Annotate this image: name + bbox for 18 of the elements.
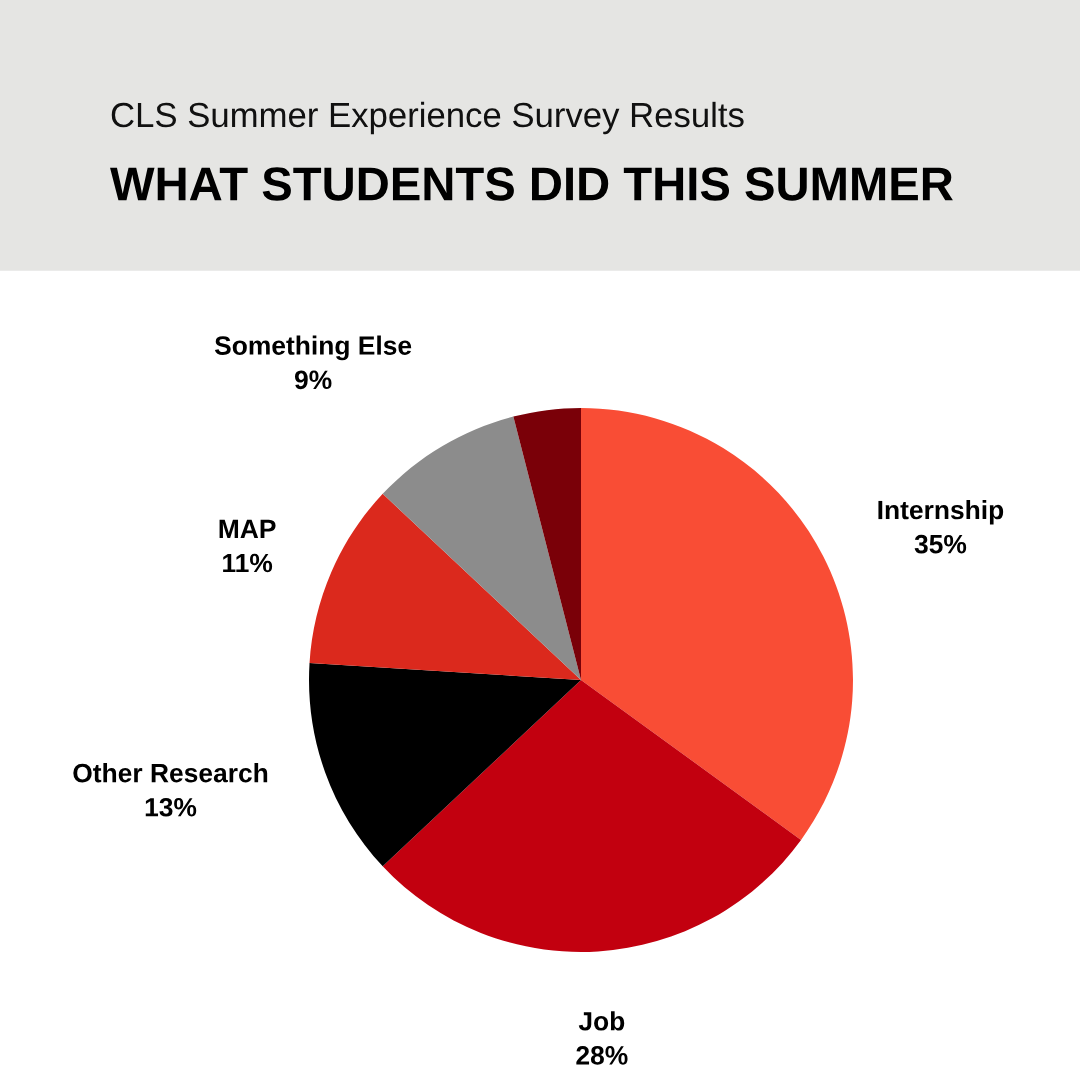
slice-label: Internship <box>878 499 1004 525</box>
slice-label: Something Else <box>214 335 412 361</box>
chart-title: WHAT STUDENTS DID THIS SUMMER <box>110 167 953 201</box>
chart-subtitle: CLS Summer Experience Survey Results <box>111 101 744 135</box>
pie-slice <box>309 493 581 680</box>
pie-slice <box>382 680 802 952</box>
slice-label: Other Research <box>73 763 268 783</box>
data-label: 9% <box>294 370 332 390</box>
slice-label: MAP <box>219 519 276 538</box>
data-label: 11% <box>223 553 273 573</box>
slice-label: Job <box>578 1011 625 1031</box>
pie-slice <box>309 662 581 867</box>
data-label: 35% <box>914 534 967 554</box>
data-label: 28% <box>576 1046 628 1065</box>
data-label: 13% <box>145 797 197 817</box>
pie-slice <box>382 416 581 680</box>
pie-slice <box>581 408 853 840</box>
pie-slice <box>513 408 581 680</box>
